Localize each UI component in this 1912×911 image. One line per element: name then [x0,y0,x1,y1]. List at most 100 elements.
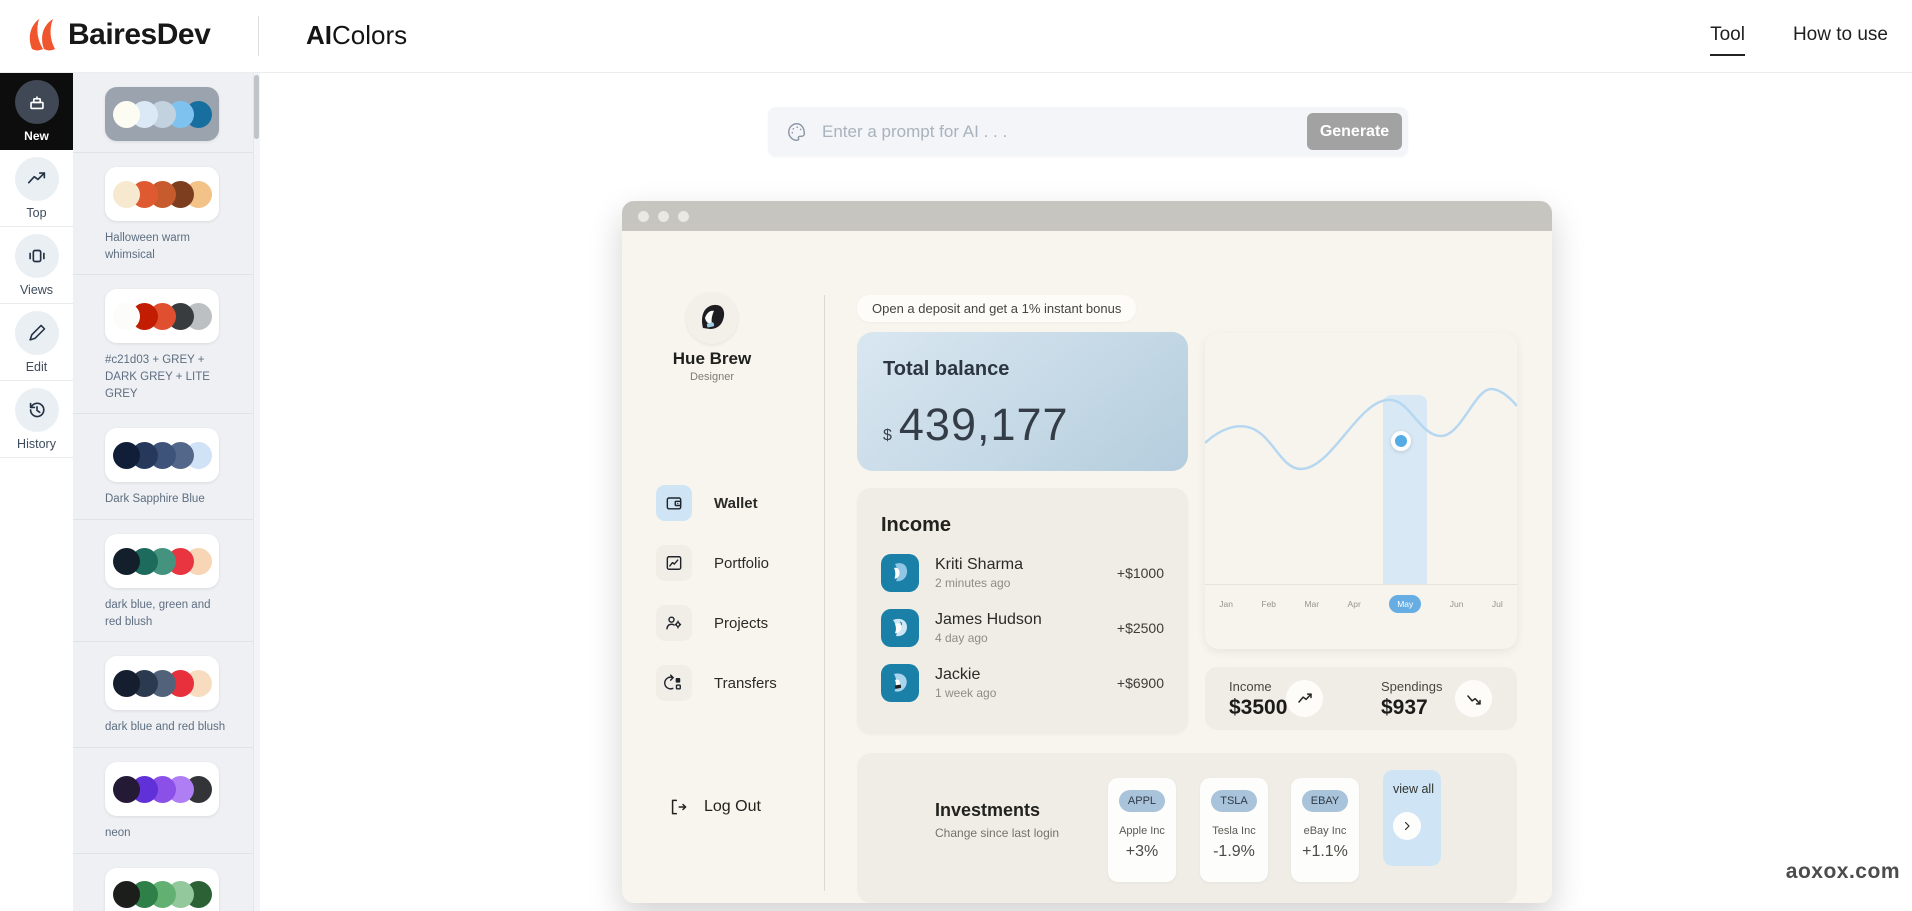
rail-label: Views [19,282,54,297]
chart-axis-line [1205,584,1517,585]
stat-label: Income [1229,679,1272,694]
stock-name: Apple Inc [1119,825,1165,837]
rail-item-top[interactable]: Top [0,150,73,227]
month-tick[interactable]: Mar [1304,599,1320,609]
chart-data-point[interactable] [1391,431,1411,451]
income-card: Income Kriti Sharma 2 minutes ago +$1000 [857,488,1188,734]
stock-ticker: APPL [1118,790,1166,812]
rail-item-edit[interactable]: Edit [0,304,73,381]
palette-swatch[interactable] [105,762,219,817]
prompt-input[interactable] [822,121,1307,142]
income-avatar [881,664,919,702]
header-nav: Tool How to use [1710,24,1888,56]
page-title-bold: AI [306,20,332,50]
rail-item-views[interactable]: Views [0,227,73,304]
stock-name: eBay Inc [1303,825,1347,837]
palette-swatch[interactable] [105,87,219,141]
top-header: BairesDev AIColors Tool How to use [0,0,1912,73]
sidebar-item-transfers[interactable]: Transfers [656,665,777,701]
brand-flame-icon [24,16,60,54]
deposit-banner[interactable]: Open a deposit and get a 1% instant bonu… [857,295,1137,322]
window-dot[interactable] [678,210,689,222]
month-tick[interactable]: Jul [1491,599,1503,609]
palette-item[interactable]: neon [73,748,260,854]
palette-swatch[interactable] [105,534,219,589]
trend-down-icon [1455,680,1492,717]
page-title-rest: Colors [332,20,408,50]
palette-item[interactable]: dark blue, green and red blush [73,520,260,643]
new-palette-icon [14,80,59,124]
palette-item[interactable]: Dark Sapphire Blue [73,414,260,521]
month-tick[interactable]: Apr [1347,599,1361,609]
income-row[interactable]: James Hudson 4 day ago +$2500 [881,609,1164,647]
sidebar-item-label: Wallet [714,494,758,512]
palette-swatch[interactable] [105,867,219,911]
income-row[interactable]: Kriti Sharma 2 minutes ago +$1000 [881,554,1164,592]
stock-card-tsla[interactable]: TSLA Tesla Inc -1.9% [1200,778,1268,882]
sidebar-item-projects[interactable]: Projects [656,605,768,641]
month-tick[interactable]: Jan [1219,599,1233,609]
income-row[interactable]: Jackie 1 week ago +$6900 [881,664,1164,702]
history-icon [14,387,59,432]
palette-swatch[interactable] [105,656,219,711]
stock-card-ebay[interactable]: EBAY eBay Inc +1.1% [1291,778,1359,882]
investments-subtitle: Change since last login [935,826,1060,840]
stock-name: Tesla Inc [1212,825,1256,837]
palette-item-current[interactable] [73,73,260,153]
investments-title: Investments [935,800,1041,820]
investments-card: Investments Change since last login APPL… [857,753,1517,903]
stat-value: $3500 [1229,696,1288,719]
month-tick-active[interactable]: May [1389,595,1422,613]
palette-swatch[interactable] [105,167,219,221]
wallet-icon [656,485,692,521]
balance-title: Total balance [883,358,1010,380]
generate-button[interactable]: Generate [1307,113,1402,150]
view-all-button[interactable]: view all [1383,770,1441,866]
palette-swatch[interactable] [105,289,219,344]
brand-logo[interactable]: BairesDev [24,16,211,54]
nav-how-to-use[interactable]: How to use [1792,24,1888,45]
rail-label: Edit [25,359,48,374]
chevron-right-icon[interactable] [1393,811,1421,840]
stat-value: $937 [1381,696,1428,719]
stock-change: +1.1% [1302,843,1348,860]
income-name: Jackie [935,666,981,683]
currency-symbol: $ [883,427,892,444]
income-name: Kriti Sharma [935,556,1024,573]
profile-avatar [686,292,738,344]
carousel-icon [14,233,59,278]
nav-tool[interactable]: Tool [1710,24,1745,56]
palette-item[interactable]: dark blue and red blush [73,642,260,749]
sidebar-item-portfolio[interactable]: Portfolio [656,545,769,581]
income-time: 4 day ago [935,631,988,645]
tool-rail: New Top Views Edit [0,73,73,911]
palette-label: dark blue and red blush [105,721,226,734]
month-tick[interactable]: Jun [1449,599,1464,609]
scrollbar-track[interactable] [253,73,260,911]
stock-card-appl[interactable]: APPL Apple Inc +3% [1108,778,1176,882]
rail-label: Top [26,205,47,220]
window-dot[interactable] [638,210,649,222]
palette-item[interactable]: #c21d03 + GREY + DARK GREY + LITE GREY [73,275,260,415]
palette-item[interactable]: Dark Sage Green [73,854,260,911]
sidebar-item-wallet[interactable]: Wallet [656,485,758,521]
income-avatar [881,554,919,592]
rail-item-new[interactable]: New [0,73,73,150]
transfers-icon [656,665,692,701]
logout-button[interactable]: Log Out [668,797,761,817]
trend-up-icon [1286,680,1323,717]
palette-swatch[interactable] [105,428,219,483]
rail-item-history[interactable]: History [0,381,73,458]
stock-change: +3% [1125,843,1159,860]
scrollbar-thumb[interactable] [254,75,259,139]
income-title: Income [881,514,952,536]
stock-change: -1.9% [1213,843,1255,860]
palette-item[interactable]: Halloween warm whimsical [73,153,260,276]
month-tick[interactable]: Feb [1261,599,1277,609]
window-dot[interactable] [658,210,669,222]
watermark: aoxox.com [1785,860,1900,883]
income-amount: +$2500 [1116,620,1164,636]
prompt-bar: Generate [768,107,1408,156]
stock-ticker: TSLA [1211,790,1257,812]
